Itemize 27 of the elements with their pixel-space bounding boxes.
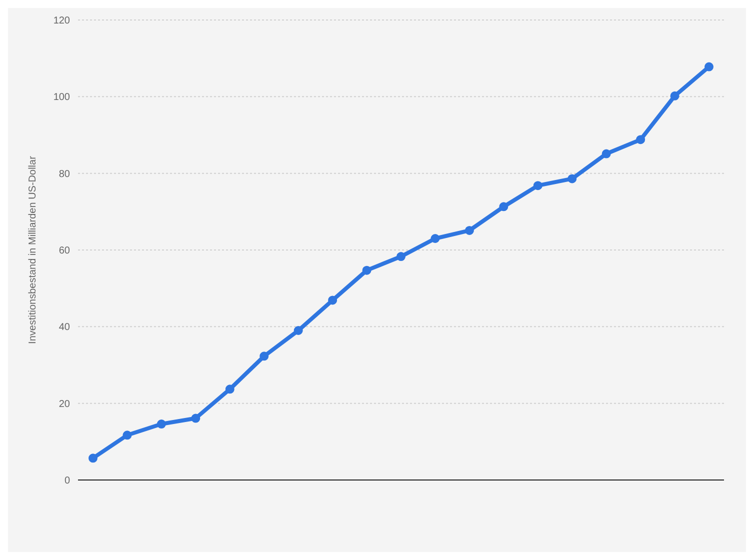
point <box>191 414 200 423</box>
point <box>225 384 234 394</box>
y-tick-label: 120 <box>53 16 70 27</box>
point <box>602 149 611 158</box>
point <box>464 226 474 235</box>
point <box>533 181 542 190</box>
point <box>670 91 680 100</box>
y-tick-label: 100 <box>53 92 70 104</box>
point <box>88 454 98 463</box>
y-tick-label: 60 <box>58 246 70 257</box>
point <box>430 234 440 243</box>
point <box>396 252 406 262</box>
y-tick-label: 0 <box>64 476 70 487</box>
point <box>328 296 338 305</box>
point <box>636 135 646 144</box>
y-tick-label: 40 <box>58 322 70 334</box>
point <box>260 352 269 361</box>
y-tick-label: 80 <box>58 168 70 180</box>
y-axis-title: Investitionsbestand in Milliarden US-Dollar <box>28 155 39 344</box>
point <box>156 420 166 429</box>
point <box>568 174 577 184</box>
point <box>704 62 714 72</box>
point <box>294 326 303 335</box>
y-tick-label: 20 <box>58 398 70 410</box>
point <box>122 430 132 440</box>
point <box>362 266 372 275</box>
point <box>499 202 508 212</box>
